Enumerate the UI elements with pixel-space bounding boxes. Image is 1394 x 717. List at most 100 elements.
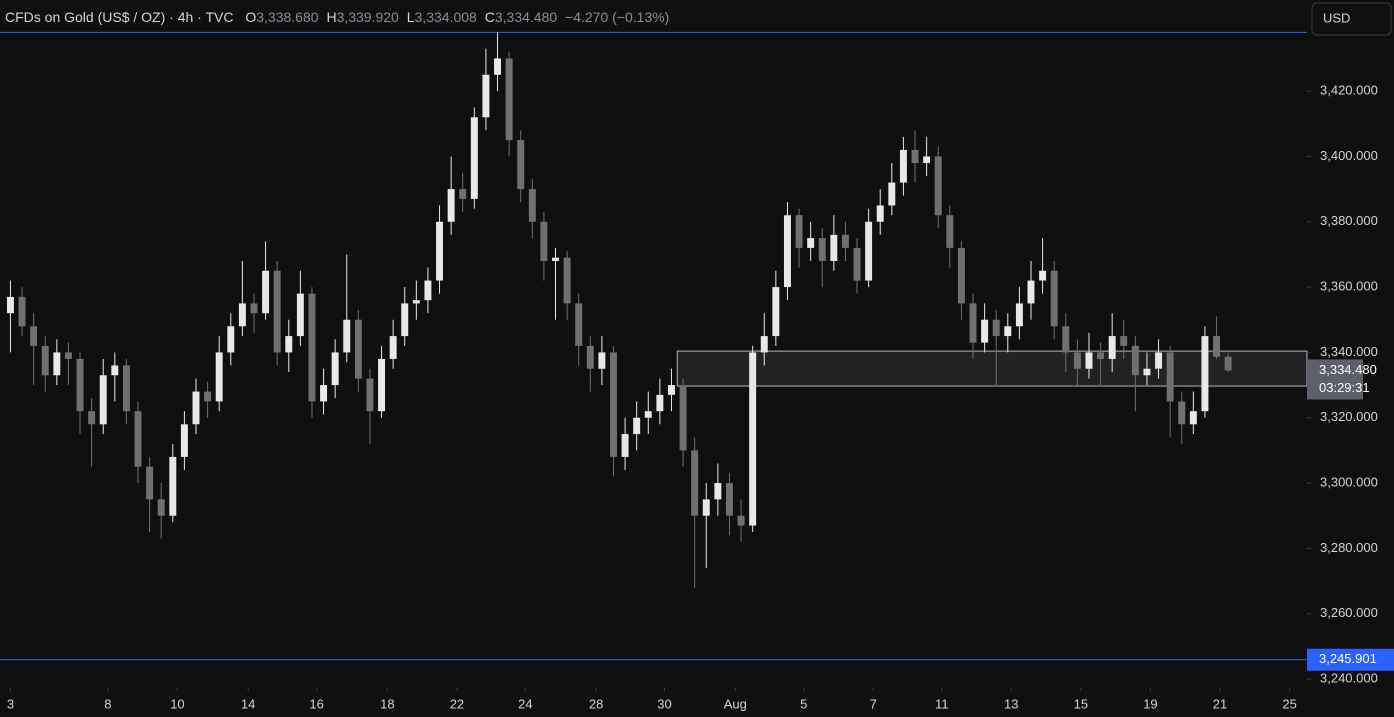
change: −4.270 (−0.13%) [565,9,669,25]
candle-body [899,149,907,183]
candle-body [888,182,896,206]
chart-title: CFDs on Gold (US$ / OZ) · 4h · TVC [5,9,233,25]
candle-body [1039,270,1047,281]
candle-body [1050,270,1058,327]
candle-body [725,483,733,516]
candle-body [528,189,536,222]
x-tick-label: 3 [7,696,14,711]
candle-body [424,280,432,301]
x-tick-label: 11 [935,696,949,711]
candle-body [1027,280,1035,304]
last-price-label: 3,334.480 [1319,362,1377,377]
candle-body [412,300,420,304]
countdown: 03:29:31 [1319,380,1370,395]
currency-button[interactable] [1311,2,1392,36]
candle-body [1120,336,1128,346]
candle-body [482,74,490,118]
x-tick-label: 22 [450,696,464,711]
y-tick-label: 3,340.000 [1320,344,1378,359]
candle-body [1015,303,1023,327]
candle-body [1201,336,1209,412]
candle-body [586,345,594,369]
candle-body [911,149,919,163]
candle-body [714,483,722,500]
candle-body [18,296,26,327]
candle-body [760,336,768,353]
candle-body [215,352,223,402]
candle-body [1062,326,1070,353]
x-tick-label: 5 [800,696,807,711]
candle-body [795,215,803,248]
x-tick-label: 19 [1143,696,1157,711]
candle-body [192,391,200,425]
candle-body [644,411,652,418]
x-tick-label: 14 [241,696,255,711]
x-tick-label: 10 [170,696,184,711]
candle-body [494,58,501,75]
x-tick-label: 13 [1004,696,1018,711]
x-tick-label: 18 [380,696,394,711]
candle-body [772,287,780,337]
candle-body [841,234,849,248]
currency[interactable]: USD [1323,10,1350,25]
y-tick-label: 3,260.000 [1320,605,1378,620]
candle-body [633,417,641,435]
candle-body [459,189,467,199]
header: CFDs on Gold (US$ / OZ) · 4h · TVC O 3,33… [5,9,669,25]
candle-body [1073,352,1081,369]
candle-body [1166,352,1174,402]
candle-body [389,336,397,359]
candle-body [1131,345,1139,376]
candle-body [969,303,977,343]
candle-body [1097,352,1105,359]
y-tick-label: 3,240.000 [1320,670,1378,685]
legend-label: C [485,9,495,25]
candle-body [331,352,339,386]
candle-body [679,385,687,451]
y-tick-label: 3,380.000 [1320,213,1378,228]
candle-body [111,365,119,376]
candle-body [343,319,351,353]
x-tick-label: 7 [870,696,877,711]
x-tick-label: 24 [518,696,532,711]
candle-body [238,303,246,327]
candle-body [41,345,49,376]
candle-body [517,140,525,190]
candle-body [818,238,826,261]
candle-body [981,319,989,343]
candle-body [876,205,884,222]
legend-label: O [245,9,256,25]
candle-body [923,156,931,163]
y-tick-label: 3,400.000 [1320,148,1378,163]
x-tick-label: 8 [104,696,111,711]
x-tick-label: 30 [657,696,671,711]
candle-body [354,319,362,379]
candle-body [88,411,96,425]
legend-value: 3,334.008 [415,9,477,25]
candle-body [285,336,293,353]
candle-body [1085,352,1093,369]
candle-body [540,221,548,261]
candle-body [366,378,374,412]
candle-body [865,221,873,281]
legend-label: L [407,9,415,25]
candle-body [6,296,14,314]
candle-body [378,358,386,412]
y-tick-label: 3,420.000 [1320,83,1378,98]
candle-body [53,352,61,376]
candle-body [575,303,583,346]
candle-body [783,215,791,288]
candle-body [1143,368,1151,376]
candle-body [563,257,571,304]
plot-area [0,31,1308,661]
y-tick-label: 3,280.000 [1320,540,1378,555]
candle-body [157,499,165,516]
candle-body [470,117,478,199]
candle-body [1004,326,1012,337]
candle-body [1213,336,1221,357]
candle-body [946,215,954,248]
candle-body [296,293,304,337]
candle-body [667,385,675,395]
candle-body [1178,401,1186,425]
legend-value: 3,339.920 [337,9,399,25]
